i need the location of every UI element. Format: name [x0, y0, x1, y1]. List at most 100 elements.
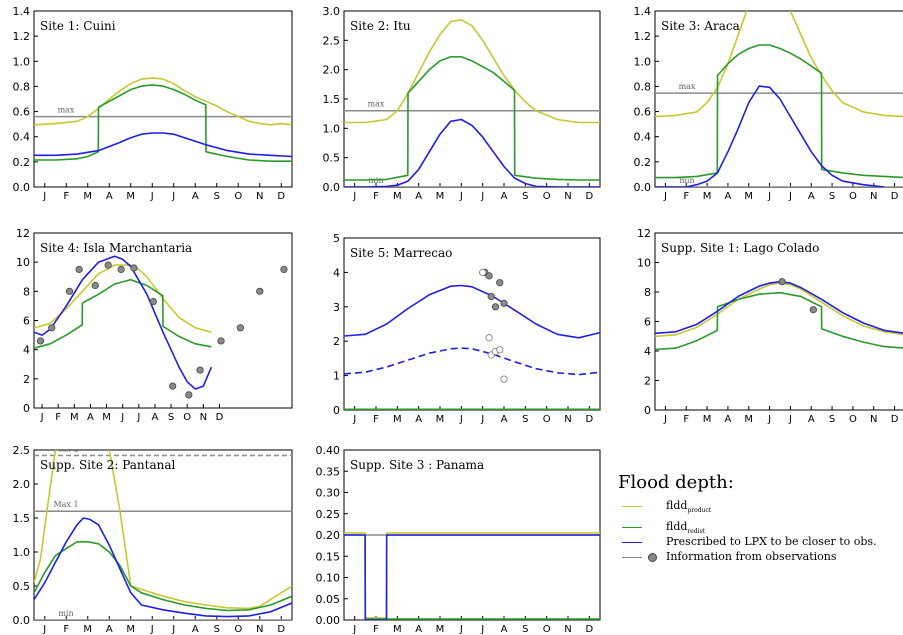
series-line-lpx-dashed: [344, 347, 600, 376]
series-line-product: [34, 77, 292, 126]
legend-item-obs: Information from observations: [618, 550, 898, 565]
legend-obs-marker: [648, 553, 657, 562]
x-tick-label: S: [214, 624, 220, 635]
x-tick-label: F: [683, 191, 689, 202]
y-tick-label: 0.2: [634, 156, 652, 169]
x-tick-label: J: [40, 412, 44, 423]
x-tick-label: A: [808, 414, 815, 425]
x-tick-label: A: [724, 414, 731, 425]
series-line-lpx: [34, 255, 213, 390]
x-tick-label: M: [393, 624, 402, 635]
legend-swatch-lpx: [622, 542, 642, 543]
observation-marker-hollow: [496, 346, 504, 354]
x-tick-label: N: [564, 191, 571, 202]
legend-swatch-obs: [622, 557, 642, 558]
x-tick-label: F: [373, 191, 379, 202]
x-tick-label: F: [63, 191, 69, 202]
x-tick-label: A: [808, 191, 815, 202]
x-tick-label: N: [256, 191, 263, 202]
y-tick-label: 1.5: [323, 93, 341, 106]
series-line-product: [344, 532, 600, 619]
x-tick-label: O: [543, 191, 551, 202]
plot-area: [34, 255, 213, 390]
y-tick-label: 1.4: [13, 5, 31, 18]
observation-marker: [809, 306, 817, 314]
legend-label-lpx: Prescribed to LPX to be closer to obs.: [666, 535, 877, 548]
x-tick-label: J: [352, 624, 356, 635]
observation-marker-hollow: [479, 268, 487, 276]
series-line-lpx: [344, 534, 600, 620]
series-line-redist: [344, 55, 600, 181]
x-tick-label: A: [415, 414, 422, 425]
y-tick-label: 2.0: [323, 64, 341, 77]
x-tick-label: N: [870, 191, 877, 202]
y-tick-label: 0.10: [316, 572, 341, 585]
chart-panel-6: 0 2 4 6 8 10 12 J F M A M J J A S O N D Supp. Site 1: Lago …: [637, 227, 903, 425]
observation-marker: [496, 279, 504, 287]
x-tick-label: O: [849, 191, 857, 202]
observation-marker: [256, 287, 264, 295]
reference-line-label: Max 1: [53, 500, 78, 509]
chart-panel-5: 0 1 2 3 4 5 J F M A M J J A S O N D Site 5: Marrecao: [333, 232, 601, 425]
x-tick-label: A: [501, 414, 508, 425]
y-tick-label: 0.6: [634, 106, 652, 119]
y-tick-label: 1.0: [13, 546, 31, 559]
legend-label-redist: fldd: [666, 520, 688, 533]
y-tick-label: 2.5: [323, 34, 341, 47]
x-tick-label: M: [393, 191, 402, 202]
observation-marker: [75, 265, 83, 274]
x-tick-label: O: [543, 414, 551, 425]
y-tick-label: 0.0: [323, 181, 341, 194]
y-tick-label: 6: [23, 315, 30, 328]
y-tick-label: 0.35: [316, 465, 341, 478]
x-tick-label: A: [192, 624, 199, 635]
x-tick-label: D: [891, 191, 899, 202]
x-tick-label: F: [63, 624, 69, 635]
reference-line-label: max: [58, 106, 75, 115]
x-tick-label: D: [585, 414, 593, 425]
chart-panel-3: 0.00.20.40.60.81.01.21.4J F M A M J J A S O N Dmaxm…: [634, 5, 903, 202]
x-tick-label: N: [564, 624, 571, 635]
legend-item-product: flddproduct: [618, 499, 898, 514]
x-tick-label: M: [126, 624, 135, 635]
x-tick-label: M: [436, 414, 445, 425]
x-tick-label: J: [42, 191, 46, 202]
series-line-lpx: [344, 284, 600, 339]
x-tick-label: M: [703, 191, 712, 202]
y-tick-label: 10: [16, 256, 30, 269]
x-tick-label: F: [55, 412, 61, 423]
y-tick-label: 12: [16, 227, 30, 240]
reference-line-label: max: [679, 82, 696, 91]
observation-marker: [117, 265, 125, 274]
y-tick-label: 0.0: [634, 181, 652, 194]
y-tick-label: 4: [644, 345, 651, 358]
observation-marker: [48, 324, 56, 332]
y-tick-label: 0.0: [13, 614, 31, 627]
series-line-redist: [655, 44, 903, 179]
x-tick-label: J: [767, 191, 771, 202]
chart-title: Site 5: Marrecao: [350, 246, 452, 260]
y-tick-label: 0: [333, 404, 340, 417]
y-tick-label: 1.0: [323, 122, 341, 135]
x-tick-label: D: [277, 624, 285, 635]
reference-line-label: min: [58, 609, 73, 618]
plot-frame: [654, 232, 903, 411]
observation-marker: [149, 297, 157, 306]
y-tick-label: 5: [333, 232, 340, 245]
x-tick-label: M: [436, 624, 445, 635]
x-tick-label: A: [501, 191, 508, 202]
y-tick-label: 0.05: [316, 593, 341, 606]
observation-marker: [169, 382, 177, 390]
series-line-lpx: [34, 517, 292, 618]
x-tick-label: M: [70, 412, 79, 423]
y-tick-label: 0.0: [13, 181, 31, 194]
legend-swatch-product: [622, 506, 642, 507]
observation-marker: [500, 299, 508, 307]
plot-area: Max 2 Max 1 min: [34, 450, 292, 620]
series-line-lpx: [655, 85, 885, 187]
x-tick-label: A: [501, 624, 508, 635]
x-tick-label: D: [277, 191, 285, 202]
chart-panel-8: 0.00 0.05 0.10 0.15 0.20 0.25 0.30 0.35 0.40 J F M A…: [316, 444, 601, 635]
x-tick-label: J: [459, 414, 463, 425]
